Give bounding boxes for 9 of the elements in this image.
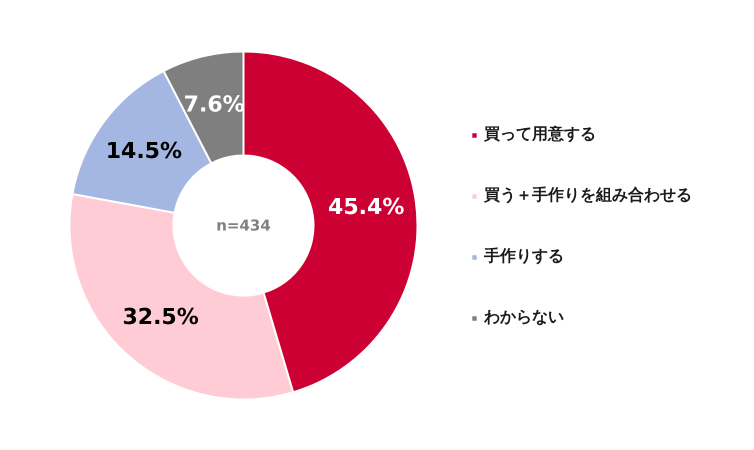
legend-label: 買う＋手作りを組み合わせる <box>484 185 692 206</box>
data-label: 14.5% <box>106 139 182 164</box>
legend-label: わからない <box>484 307 564 328</box>
data-label: 7.6% <box>184 92 245 118</box>
data-label: 32.5% <box>122 305 199 330</box>
text: n=434 <box>216 216 271 234</box>
legend-label: 手作りする <box>484 246 564 267</box>
legend-label: 買って用意する <box>484 124 596 145</box>
data-label: 45.4% <box>328 195 404 220</box>
